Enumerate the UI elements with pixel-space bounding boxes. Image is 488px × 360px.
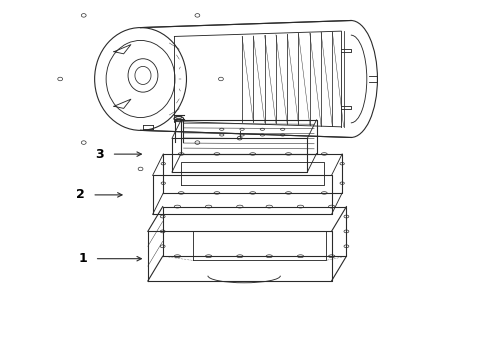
Text: 1: 1: [79, 252, 87, 265]
Text: 3: 3: [96, 148, 104, 161]
Text: 2: 2: [76, 188, 85, 201]
